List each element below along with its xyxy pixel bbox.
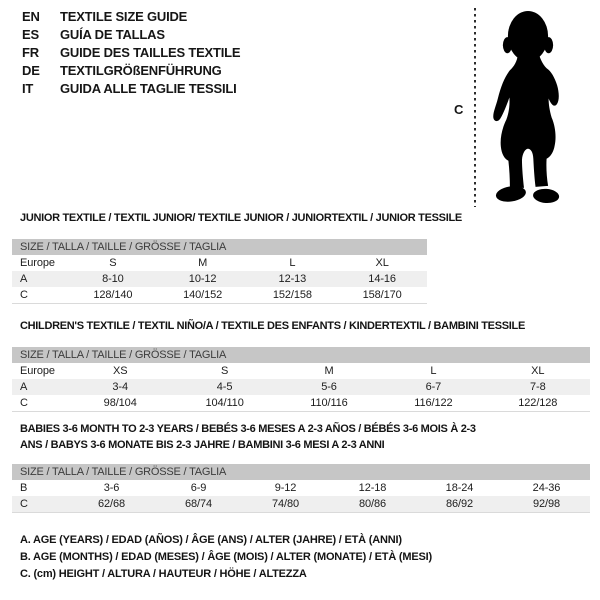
size-header-strip: SIZE / TALLA / TAILLE / GRÖSSE / TAGLIA xyxy=(12,239,427,255)
row-label: A xyxy=(12,379,68,395)
babies-table-title: BABIES 3-6 MONTH TO 2-3 YEARS / BEBÉS 3-… xyxy=(20,423,476,451)
table-cell: 74/80 xyxy=(242,496,329,512)
table-cell: 10-12 xyxy=(157,271,248,287)
table-cell: 110/116 xyxy=(310,397,348,409)
size-column-label: XL xyxy=(531,365,545,377)
size-header-strip: SIZE / TALLA / TAILLE / GRÖSSE / TAGLIA xyxy=(12,347,590,363)
row-label: A xyxy=(12,271,68,287)
row-label: C xyxy=(20,397,28,409)
size-column-label: XL xyxy=(375,257,389,269)
children-size-table: SIZE / TALLA / TAILLE / GRÖSSE / TAGLIA … xyxy=(12,347,590,412)
row-label: C xyxy=(12,496,68,512)
table-cell: 18-24 xyxy=(445,482,474,494)
lang-code: IT xyxy=(22,81,34,96)
table-cell: 14-16 xyxy=(337,271,427,287)
table-cell: 24-36 xyxy=(532,482,561,494)
legend-note-a: A. AGE (YEARS) / EDAD (AÑOS) / ÂGE (ANS)… xyxy=(20,534,402,546)
language-title-list: EN TEXTILE SIZE GUIDE ES GUÍA DE TALLAS … xyxy=(22,8,241,98)
junior-size-table: SIZE / TALLA / TAILLE / GRÖSSE / TAGLIA … xyxy=(12,239,427,304)
size-header-strip: SIZE / TALLA / TAILLE / GRÖSSE / TAGLIA xyxy=(12,464,590,480)
table-cell: 5-6 xyxy=(276,379,382,395)
lang-code: FR xyxy=(22,45,39,60)
lang-code: EN xyxy=(22,9,40,24)
table-cell: 12-13 xyxy=(247,271,338,287)
lang-code: DE xyxy=(22,63,40,78)
table-cell: 152/158 xyxy=(272,289,312,301)
table-cell: 122/128 xyxy=(518,397,558,409)
lang-row-es: ES GUÍA DE TALLAS xyxy=(22,26,240,44)
lang-row-de: DE TEXTILGRÖßENFÜHRUNG xyxy=(22,62,240,80)
babies-table-grid: B 3-6 6-9 9-12 12-18 18-24 24-36 C 62/68 68/74 74/… xyxy=(12,480,590,512)
lang-row-it: IT GUIDA ALLE TAGLIE TESSILI xyxy=(22,80,240,98)
legend-note-c: C. (cm) HEIGHT / ALTURA / HAUTEUR / HÖHE… xyxy=(20,568,307,580)
size-column-label: S xyxy=(220,365,229,377)
guide-title-en: TEXTILE SIZE GUIDE xyxy=(60,9,188,24)
legend-note-b: B. AGE (MONTHS) / EDAD (MESES) / ÂGE (MO… xyxy=(20,551,432,563)
table-cell: 92/98 xyxy=(503,496,590,512)
guide-title-de: TEXTILGRÖßENFÜHRUNG xyxy=(60,63,222,78)
toddler-silhouette-icon xyxy=(493,11,560,204)
table-cell: 104/110 xyxy=(205,397,244,409)
table-cell: 3-6 xyxy=(103,482,120,494)
babies-size-table: SIZE / TALLA / TAILLE / GRÖSSE / TAGLIA … xyxy=(12,464,590,513)
table-cell: 62/68 xyxy=(68,496,155,512)
lang-code: ES xyxy=(22,27,39,42)
table-cell: 68/74 xyxy=(155,496,242,512)
table-cell: 128/140 xyxy=(93,289,133,301)
region-label: Europe xyxy=(20,257,55,269)
table-cell: 12-18 xyxy=(358,482,387,494)
lang-row-fr: FR GUIDE DES TAILLES TEXTILE xyxy=(22,44,241,62)
table-cell: 116/122 xyxy=(414,397,453,409)
row-label: C xyxy=(20,289,28,301)
lang-row-en: EN TEXTILE SIZE GUIDE xyxy=(22,8,240,26)
size-column-label: S xyxy=(109,257,117,269)
table-cell: 80/86 xyxy=(329,496,416,512)
guide-title-es: GUÍA DE TALLAS xyxy=(60,27,165,42)
table-cell: 4-5 xyxy=(172,379,277,395)
table-cell: 7-8 xyxy=(485,379,590,395)
table-cell: 6-9 xyxy=(190,482,207,494)
junior-table-grid: Europe S M L XL A 8-10 10-12 12-13 14-16 C 128/140 1… xyxy=(12,255,427,303)
table-cell: 86/92 xyxy=(416,496,503,512)
table-cell: 8-10 xyxy=(68,271,158,287)
table-cell: 98/104 xyxy=(103,397,137,409)
size-column-label: XS xyxy=(112,365,128,377)
table-cell: 140/152 xyxy=(183,289,223,301)
table-cell: 9-12 xyxy=(274,482,297,494)
table-cell: 158/170 xyxy=(362,289,402,301)
size-column-label: M xyxy=(324,365,334,377)
region-label: Europe xyxy=(20,365,55,377)
height-measure-label: C xyxy=(454,102,464,117)
guide-title-it: GUIDA ALLE TAGLIE TESSILI xyxy=(60,81,237,96)
table-cell: 6-7 xyxy=(381,379,486,395)
guide-title-fr: GUIDE DES TAILLES TEXTILE xyxy=(60,45,241,60)
size-column-label: L xyxy=(289,257,296,269)
size-column-label: L xyxy=(430,365,437,377)
table-cell: 3-4 xyxy=(68,379,173,395)
row-label: B xyxy=(20,482,28,494)
legend-notes: A. AGE (YEARS) / EDAD (AÑOS) / ÂGE (ANS)… xyxy=(20,532,432,583)
size-column-label: M xyxy=(198,257,208,269)
junior-table-title: JUNIOR TEXTILE / TEXTIL JUNIOR/ TEXTILE … xyxy=(20,212,462,224)
children-table-grid: Europe XS S M L XL A 3-4 4-5 5-6 6-7 7-8 C 98/104 104/… xyxy=(12,363,590,411)
height-measure-dashed-line xyxy=(474,8,476,207)
children-table-title: CHILDREN'S TEXTILE / TEXTIL NIÑO/A / TEX… xyxy=(20,320,525,332)
